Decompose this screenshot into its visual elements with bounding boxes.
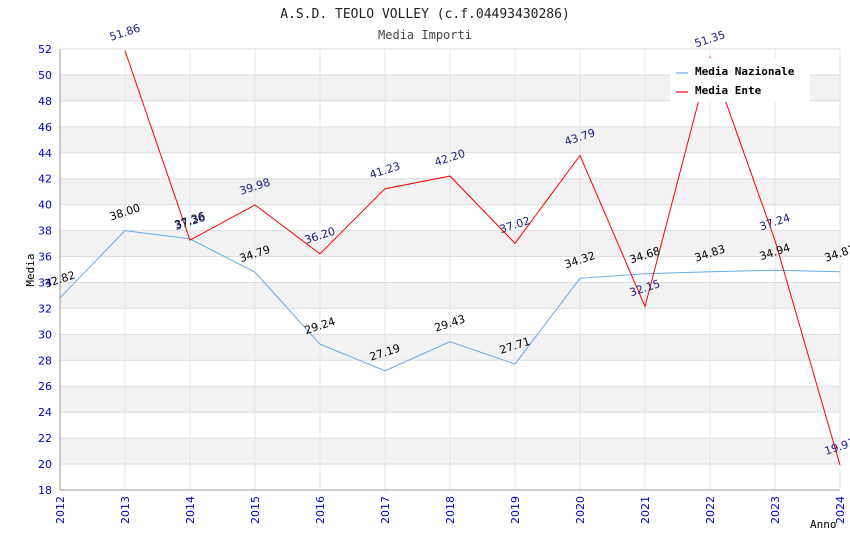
x-tick-2013: 2013 [119, 496, 132, 524]
y-tick-36: 36 [38, 251, 52, 264]
y-axis-label: Media [24, 253, 37, 286]
axes [59, 49, 840, 491]
legend: Media Nazionale Media Ente [670, 58, 810, 102]
chart-subtitle: Media Importi [378, 28, 472, 42]
x-tick-2023: 2023 [769, 496, 782, 524]
y-tick-32: 32 [38, 302, 52, 315]
x-tick-2024: 2024 [834, 496, 847, 524]
data-label-media-ente-2022: 51.35 [693, 28, 727, 50]
y-tick-38: 38 [38, 225, 52, 238]
legend-label-media-ente: Media Ente [695, 84, 762, 97]
x-tick-2012: 2012 [54, 496, 67, 524]
legend-label-media-nazionale: Media Nazionale [695, 65, 795, 78]
x-tick-2020: 2020 [574, 496, 587, 524]
y-tick-22: 22 [38, 432, 52, 445]
y-tick-28: 28 [38, 354, 52, 367]
y-tick-26: 26 [38, 380, 52, 393]
y-tick-44: 44 [38, 147, 52, 160]
x-tick-2022: 2022 [704, 496, 717, 524]
x-axis-label: Anno [810, 518, 837, 531]
y-tick-48: 48 [38, 95, 52, 108]
y-tick-30: 30 [38, 328, 52, 341]
y-tick-50: 50 [38, 69, 52, 82]
x-tick-2017: 2017 [379, 496, 392, 524]
y-tick-46: 46 [38, 121, 52, 134]
x-tick-2015: 2015 [249, 496, 262, 524]
y-tick-52: 52 [38, 43, 52, 56]
x-tick-2018: 2018 [444, 496, 457, 524]
x-tick-2014: 2014 [184, 496, 197, 524]
chart-title: A.S.D. TEOLO VOLLEY (c.f.04493430286) [280, 7, 570, 22]
y-tick-labels: 18 20 22 24 26 28 30 32 34 36 38 40 42 44 46 48 50 52 [38, 43, 52, 497]
y-tick-42: 42 [38, 173, 52, 186]
x-tick-2021: 2021 [639, 496, 652, 524]
y-tick-34: 34 [38, 276, 52, 289]
y-tick-18: 18 [38, 484, 52, 497]
legend-box [670, 58, 810, 102]
y-tick-40: 40 [38, 199, 52, 212]
y-tick-24: 24 [38, 406, 52, 419]
y-tick-20: 20 [38, 458, 52, 471]
gridlines [59, 48, 841, 491]
data-label-media-ente-2013: 51.86 [108, 22, 142, 44]
x-tick-2016: 2016 [314, 496, 327, 524]
x-tick-2019: 2019 [509, 496, 522, 524]
x-tick-labels: 2012 2013 2014 2015 2016 2017 2018 2019 2020 2021… [54, 496, 847, 524]
